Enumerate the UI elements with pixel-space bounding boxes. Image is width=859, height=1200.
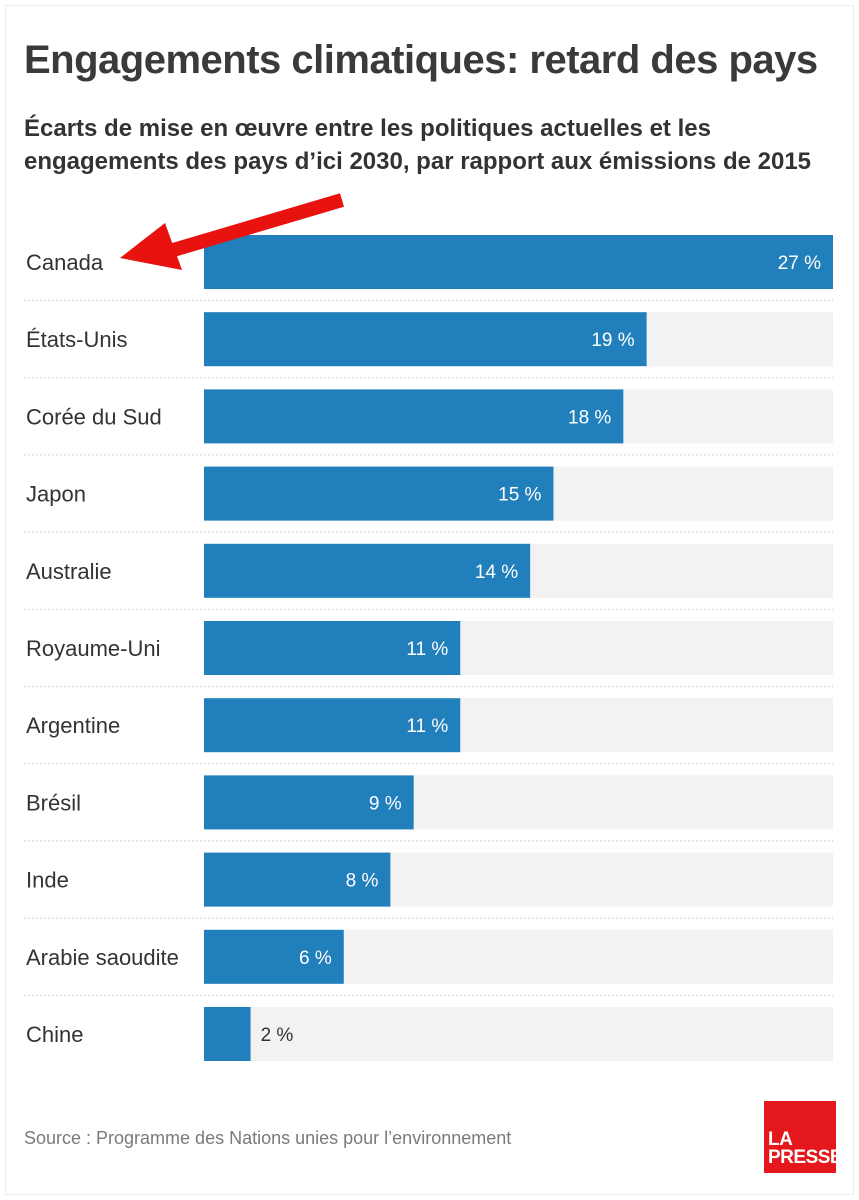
bar	[204, 312, 647, 367]
logo-line-1: LA	[768, 1129, 793, 1150]
value-label: 2 %	[261, 1025, 294, 1046]
value-label: 14 %	[475, 562, 518, 583]
bar	[204, 389, 624, 444]
category-label: Australie	[26, 559, 112, 584]
value-label: 27 %	[778, 253, 821, 274]
category-label: Royaume-Uni	[26, 636, 161, 661]
category-label: Brésil	[26, 790, 81, 815]
chart-subtitle: Écarts de mise en œuvre entre les politi…	[24, 115, 812, 175]
value-label: 9 %	[369, 793, 402, 814]
logo-line-2: PRESSE	[768, 1147, 843, 1168]
chart-frame	[5, 5, 854, 1195]
bar	[204, 698, 461, 753]
category-label: Inde	[26, 868, 69, 893]
value-label: 11 %	[406, 639, 448, 660]
bar	[204, 929, 344, 984]
category-label: États-Unis	[26, 327, 127, 352]
highlight-arrow-head	[120, 223, 182, 270]
category-label: Arabie saoudite	[26, 945, 179, 970]
la-presse-logo: LA PRESSE	[764, 1101, 843, 1173]
bar	[204, 235, 833, 289]
bar	[204, 466, 554, 521]
value-label: 6 %	[299, 948, 332, 969]
bar	[204, 1007, 251, 1061]
category-label: Chine	[26, 1022, 83, 1047]
value-label: 18 %	[568, 407, 611, 428]
category-label: Argentine	[26, 713, 120, 738]
bar	[204, 775, 414, 830]
bar	[204, 852, 391, 907]
value-label: 8 %	[346, 871, 379, 892]
value-label: 19 %	[591, 330, 634, 351]
value-label: 11 %	[406, 716, 448, 737]
bar	[204, 543, 531, 598]
bar	[204, 621, 461, 675]
category-label: Japon	[26, 482, 86, 507]
highlight-arrow-shaft	[168, 193, 344, 258]
value-label: 15 %	[498, 485, 541, 506]
category-label: Corée du Sud	[26, 404, 162, 429]
source-note: Source : Programme des Nations unies pou…	[24, 1128, 512, 1148]
category-label: Canada	[26, 250, 104, 275]
bar-track	[204, 1007, 833, 1061]
chart-title: Engagements climatiques: retard des pays	[24, 38, 818, 82]
